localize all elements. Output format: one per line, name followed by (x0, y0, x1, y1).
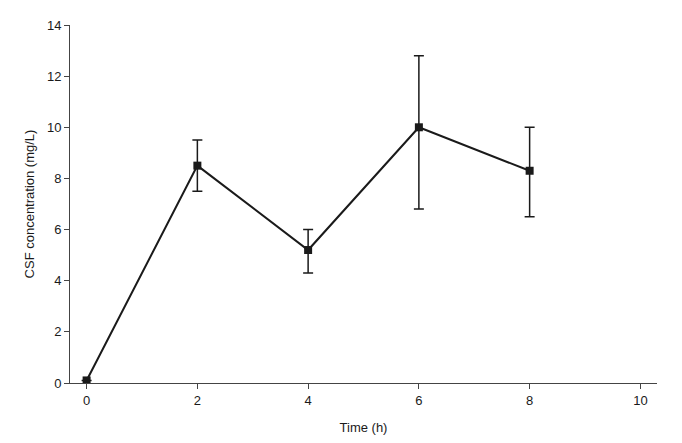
svg-text:0: 0 (83, 393, 90, 408)
svg-text:4: 4 (305, 393, 312, 408)
svg-text:4: 4 (54, 273, 61, 288)
svg-text:10: 10 (633, 393, 647, 408)
svg-text:14: 14 (47, 18, 61, 33)
svg-text:6: 6 (415, 393, 422, 408)
svg-text:0: 0 (54, 376, 61, 391)
svg-text:8: 8 (526, 393, 533, 408)
svg-text:CSF concentration (mg/L): CSF concentration (mg/L) (22, 130, 37, 279)
svg-text:2: 2 (54, 324, 61, 339)
svg-text:2: 2 (194, 393, 201, 408)
svg-text:12: 12 (47, 69, 61, 84)
svg-text:Time (h): Time (h) (340, 420, 388, 435)
svg-text:6: 6 (54, 222, 61, 237)
svg-text:8: 8 (54, 171, 61, 186)
svg-text:10: 10 (47, 120, 61, 135)
